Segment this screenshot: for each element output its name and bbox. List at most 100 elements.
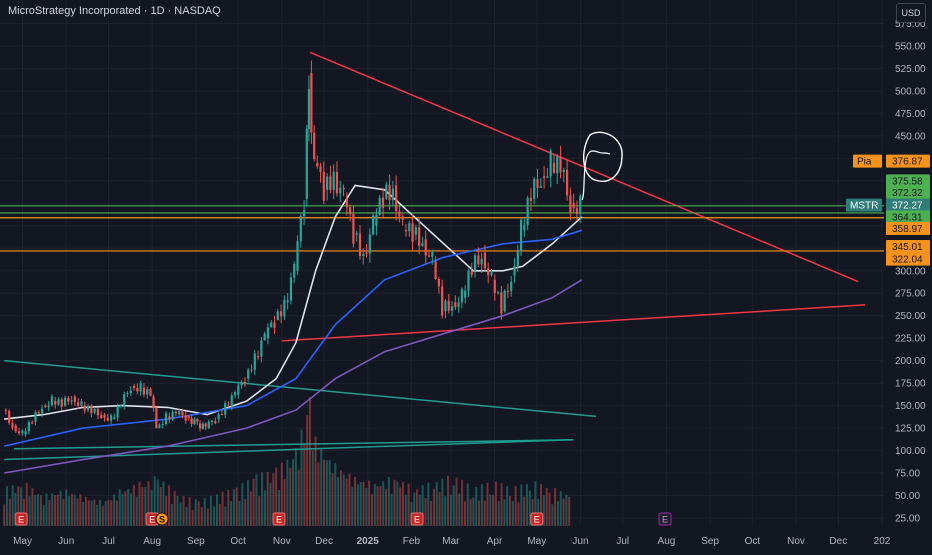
volume-bar: [101, 505, 104, 526]
volume-bar: [449, 494, 452, 526]
volume-bar: [104, 500, 107, 526]
candle-body: [109, 415, 113, 421]
candle-body: [220, 414, 224, 416]
earnings-badge: [658, 512, 672, 526]
volume-bar: [444, 496, 447, 526]
candle-body: [421, 243, 424, 246]
volume-bar: [435, 482, 438, 526]
candle-body: [313, 132, 316, 159]
split-badge: [155, 512, 169, 526]
volume-bar: [289, 467, 292, 526]
candle-body: [424, 239, 427, 256]
price-tag: [886, 222, 930, 236]
volume-bar: [461, 479, 464, 526]
volume-bar: [138, 481, 141, 526]
volume-bar: [20, 487, 23, 526]
earnings-event-marker[interactable]: E: [530, 512, 544, 526]
candle-body: [513, 265, 516, 276]
volume-bar: [159, 486, 162, 526]
candle-body: [207, 421, 210, 429]
candle-body: [286, 300, 289, 303]
candle-body: [266, 327, 270, 339]
volume-bar: [170, 504, 173, 526]
candle-body: [506, 290, 510, 292]
volume-bar: [62, 498, 65, 526]
earnings-badge: [272, 512, 286, 526]
candle-body: [365, 252, 368, 254]
trendline: [14, 439, 574, 450]
volume-bar: [132, 484, 135, 526]
candle-body: [493, 279, 496, 294]
volume-bar: [115, 500, 118, 526]
split-event-marker[interactable]: S: [155, 512, 169, 526]
time-axis[interactable]: May Jun Jul Aug Sep Oct Nov Dec 2025 Feb Mar Apr May…: [13, 536, 891, 547]
candle-body: [158, 424, 161, 429]
volume-bar: [416, 489, 419, 526]
earnings-event-marker[interactable]: E: [14, 512, 28, 526]
candle-body: [307, 89, 311, 129]
volume-bar: [96, 504, 99, 526]
volume-bar: [554, 488, 557, 526]
volume-bar: [404, 494, 407, 526]
candle-body: [217, 414, 220, 420]
volume-bar: [22, 498, 25, 526]
candle-body: [263, 333, 266, 341]
earnings-event-marker[interactable]: E: [658, 512, 672, 526]
volume-bar: [509, 496, 512, 526]
candle-body: [164, 413, 168, 425]
candle-body: [408, 223, 411, 232]
currency-button[interactable]: USD: [896, 3, 926, 23]
candle-body: [398, 211, 401, 217]
candle-body: [296, 241, 299, 271]
candle-body: [113, 417, 116, 420]
earnings-event-marker[interactable]: E: [272, 512, 286, 526]
candle-body: [181, 411, 184, 416]
volume-bar: [121, 493, 124, 526]
earnings-event-marker[interactable]: E: [410, 512, 424, 526]
y-tick-label: 25.00: [895, 514, 920, 525]
y-tick-label: 525.00: [895, 64, 926, 75]
volume-bar: [362, 481, 365, 526]
candle-body: [283, 299, 286, 317]
candle-body: [372, 215, 375, 235]
candle-body: [198, 423, 202, 429]
candle-body: [335, 171, 339, 194]
candle-body: [381, 197, 385, 208]
volume-bar: [503, 499, 506, 526]
volume-bar: [241, 483, 244, 526]
volume-bar: [475, 486, 478, 526]
candle-body: [184, 415, 187, 421]
candle-body: [503, 290, 506, 312]
volume-bar: [317, 462, 320, 526]
candle-body: [319, 166, 322, 172]
volume-bar: [176, 495, 179, 526]
candle-body: [533, 179, 536, 199]
volume-bar: [297, 469, 300, 526]
volume-bar: [478, 500, 481, 526]
candle-body: [362, 253, 365, 257]
candle-body: [523, 224, 526, 231]
volume-bar: [272, 473, 275, 526]
volume-bar: [314, 436, 317, 526]
x-tick-label: May: [527, 536, 546, 547]
volume-bar: [215, 494, 218, 526]
volume-bar: [492, 494, 495, 526]
volume-bar: [463, 501, 466, 526]
candle-body: [549, 150, 552, 177]
volume-bar: [59, 490, 62, 526]
symbol-title: MicroStrategy Incorporated · 1D · NASDAQ: [8, 5, 221, 17]
candle-body: [464, 290, 467, 298]
volume-bar: [48, 500, 51, 526]
volume-bar: [520, 484, 523, 526]
volume-bar: [365, 487, 368, 526]
volume-bar: [147, 481, 150, 526]
horizontal-levels[interactable]: [0, 205, 884, 252]
volume-bar: [261, 472, 264, 526]
price-axis[interactable]: 25.00 50.00 75.00 100.00 125.00 150.00 175.00 2…: [895, 19, 926, 524]
event-label: E: [414, 515, 420, 525]
volume-bar: [162, 481, 165, 526]
candle-body: [129, 390, 132, 394]
